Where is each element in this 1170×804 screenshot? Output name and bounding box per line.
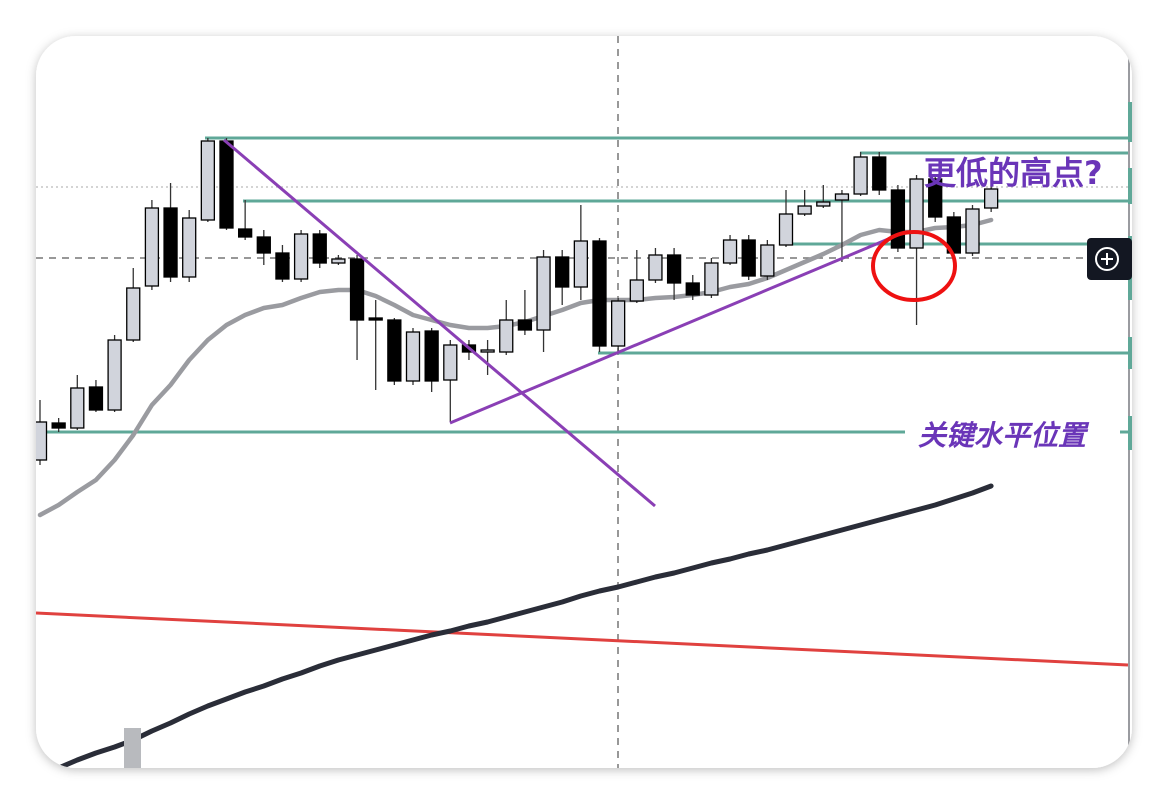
candle-body xyxy=(237,228,253,238)
candle-body xyxy=(70,387,85,429)
candle-body xyxy=(629,279,644,302)
candle-body xyxy=(536,256,551,331)
candle-body xyxy=(144,207,160,287)
candle-body xyxy=(834,193,850,201)
candle-body xyxy=(517,319,533,331)
candle-layer xyxy=(36,138,999,465)
volume-bar xyxy=(124,728,141,768)
candle-body xyxy=(853,156,868,195)
candle-body xyxy=(200,140,216,221)
candle-body xyxy=(592,240,607,347)
candle-body xyxy=(182,217,197,278)
level-marker xyxy=(1128,102,1132,142)
candle-body xyxy=(778,213,794,246)
trendline-up xyxy=(449,230,906,425)
candle-body xyxy=(51,422,66,429)
candle-body xyxy=(928,178,943,218)
candle-body xyxy=(890,189,906,249)
candle-body xyxy=(685,282,700,296)
candle-body xyxy=(965,208,980,254)
candle-body xyxy=(275,252,290,280)
candle-body xyxy=(611,300,626,347)
plot-area: 更低的高点? 关键水平位置 xyxy=(36,36,1132,768)
candle-body xyxy=(387,319,402,382)
candle-body xyxy=(331,258,346,264)
highlight-circle xyxy=(871,230,957,302)
candle-body xyxy=(107,339,122,411)
moving-average-line xyxy=(37,483,994,768)
candle-body xyxy=(368,317,383,321)
candle-body xyxy=(256,236,271,254)
annotation: 关键水平位置 xyxy=(918,419,1090,452)
trendline-down xyxy=(223,138,656,508)
candle-body xyxy=(405,331,421,382)
candle-body xyxy=(349,258,365,321)
candle-body xyxy=(480,349,495,353)
candle-body xyxy=(312,233,327,264)
candle-body xyxy=(163,207,178,278)
add-button[interactable] xyxy=(1087,238,1132,280)
candle-body xyxy=(88,386,104,411)
candle-body xyxy=(741,239,756,277)
candle-body xyxy=(424,330,439,382)
candle-body xyxy=(909,178,924,249)
candle-body xyxy=(555,256,570,288)
candle-body xyxy=(443,344,458,381)
candle-body xyxy=(816,201,831,207)
candle-body xyxy=(499,319,514,353)
red-line xyxy=(36,611,1129,667)
series-layer xyxy=(37,217,994,768)
level-marker xyxy=(1128,168,1132,204)
candle-body xyxy=(704,262,719,296)
candle-body xyxy=(760,244,775,277)
candle-body xyxy=(666,254,682,284)
annotation: 更低的高点? xyxy=(924,154,1103,192)
level-marker xyxy=(1128,337,1132,369)
candle-body xyxy=(219,140,234,229)
candle-body xyxy=(648,254,663,281)
moving-average-line xyxy=(37,217,994,518)
card xyxy=(36,36,1132,768)
candle-body xyxy=(36,421,48,461)
candle-body xyxy=(126,287,141,341)
candle-body xyxy=(797,205,812,215)
candle-body xyxy=(872,156,887,191)
candle-body xyxy=(573,240,588,288)
candle-body xyxy=(722,239,738,264)
candle-body xyxy=(293,233,309,280)
add-icon[interactable] xyxy=(1095,247,1119,271)
level-marker xyxy=(1128,416,1132,450)
candle-body xyxy=(984,188,999,209)
